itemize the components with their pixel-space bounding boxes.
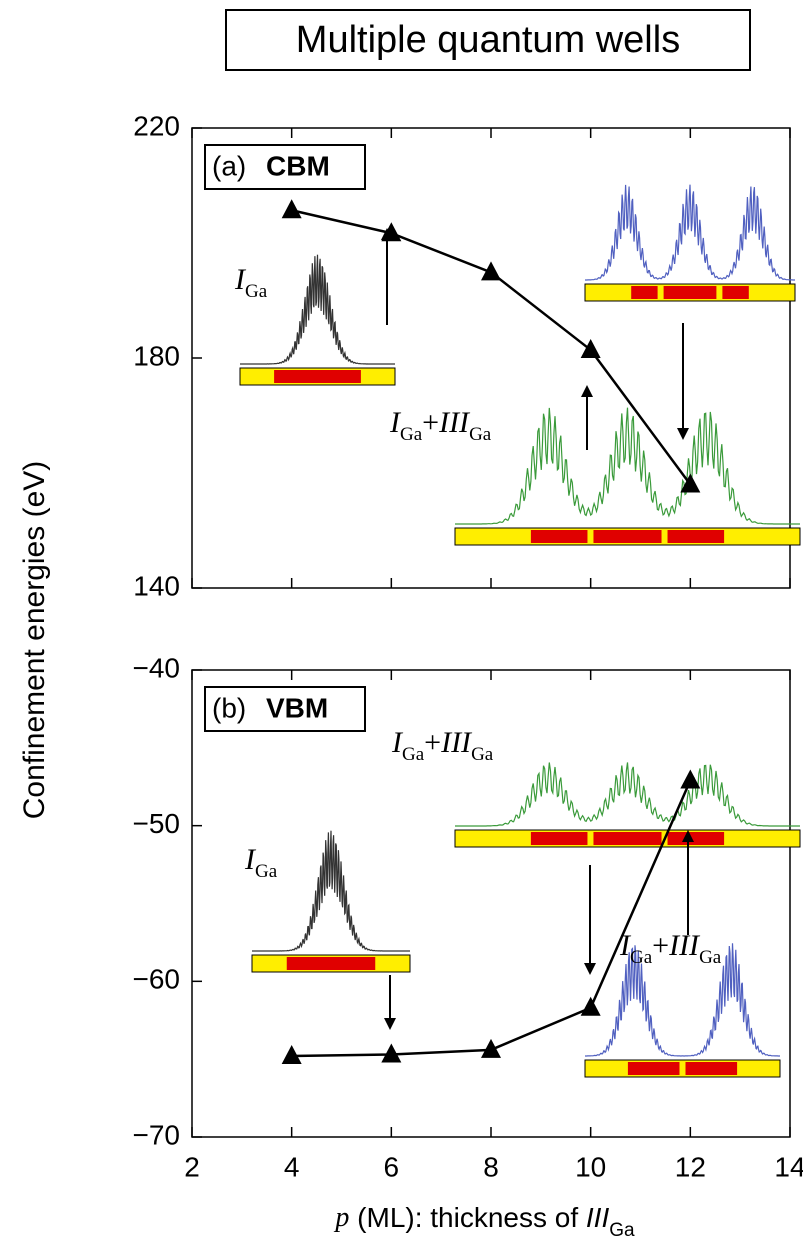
text-segment: Ga <box>245 281 268 302</box>
y-tick-label: −70 <box>133 1119 181 1150</box>
panel-label-box <box>204 686 366 732</box>
text-segment: I <box>244 843 257 876</box>
text-segment: Ga <box>609 1220 635 1241</box>
well-core <box>530 832 725 845</box>
data-point <box>580 996 601 1016</box>
text-segment: Ga <box>255 861 278 882</box>
data-point <box>481 1038 501 1058</box>
arrowhead <box>384 1018 396 1030</box>
well-core <box>530 530 725 543</box>
plot-frame <box>191 127 791 589</box>
data-point <box>680 473 701 493</box>
text-segment: + <box>652 929 669 962</box>
data-point <box>281 1045 302 1065</box>
well-stripe <box>661 530 668 543</box>
wavefunction <box>240 254 395 365</box>
x-tick-label: 2 <box>184 1151 200 1182</box>
wavefunction <box>585 184 795 281</box>
panel-label: (a) <box>212 150 246 181</box>
y-tick-label: −40 <box>133 652 181 683</box>
x-tick-label: 6 <box>384 1151 400 1182</box>
arrowhead <box>581 385 593 397</box>
text-segment: + <box>424 726 441 759</box>
text-segment: I <box>391 726 404 759</box>
panel-name: CBM <box>266 150 330 181</box>
text-segment: I <box>389 406 402 439</box>
panel-label: (b) <box>212 692 246 723</box>
text-segment: III <box>440 726 473 759</box>
data-point <box>680 769 701 789</box>
arrowhead <box>584 963 596 975</box>
wavefunction <box>585 943 780 1057</box>
well-stripe <box>657 286 664 299</box>
wavefunction <box>252 830 410 952</box>
panel-label-box <box>204 144 366 190</box>
text-segment: Ga <box>630 947 653 968</box>
wavefunction <box>455 762 800 827</box>
well-stripe <box>679 1062 686 1075</box>
annotation: IGa <box>234 263 268 302</box>
y-tick-label: −60 <box>133 964 181 995</box>
well-core <box>631 286 749 299</box>
y-tick-label: 220 <box>133 110 180 141</box>
data-point <box>481 261 501 281</box>
well-stripe <box>587 530 594 543</box>
arrowhead <box>677 428 689 440</box>
well-stripe <box>587 832 594 845</box>
chart-title: Multiple quantum wells <box>296 19 680 61</box>
text-segment: III <box>668 929 701 962</box>
data-point <box>281 199 302 219</box>
panel-name: VBM <box>266 692 328 723</box>
wavefunction <box>455 407 800 525</box>
x-axis-label: p (ML): thickness of IIIGa <box>333 1202 635 1240</box>
text-segment: III <box>438 406 471 439</box>
well-core <box>274 370 361 383</box>
annotation: IGa+IIIGa <box>389 406 492 445</box>
arrowhead <box>682 830 694 842</box>
text-segment: I <box>234 263 247 296</box>
annotation: IGa+IIIGa <box>391 726 494 765</box>
y-tick-label: −50 <box>133 808 181 839</box>
y-tick-label: 180 <box>133 340 180 371</box>
text-segment: Ga <box>469 424 492 445</box>
text-segment: Ga <box>400 424 423 445</box>
annotation: IGa <box>244 843 278 882</box>
data-point <box>580 338 601 358</box>
y-tick-label: 140 <box>133 570 180 601</box>
text-segment: (ML): thickness of <box>349 1202 586 1233</box>
data-point <box>381 1043 402 1063</box>
annotation: IGa+IIIGa <box>619 929 722 968</box>
title-box <box>225 9 751 71</box>
text-segment: III <box>586 1202 610 1233</box>
x-tick-label: 12 <box>675 1151 706 1182</box>
y-axis-label: Confinement energies (eV) <box>18 461 51 820</box>
well-stripe <box>716 286 723 299</box>
x-tick-label: 4 <box>284 1151 300 1182</box>
text-segment: Ga <box>699 947 722 968</box>
text-segment: + <box>422 406 439 439</box>
data-point <box>381 222 402 242</box>
text-segment: Ga <box>402 744 425 765</box>
x-tick-label: 14 <box>774 1151 803 1182</box>
text-segment: Ga <box>471 744 494 765</box>
text-segment: I <box>619 929 632 962</box>
x-tick-label: 8 <box>483 1151 499 1182</box>
well-core <box>286 957 376 970</box>
x-tick-label: 10 <box>575 1151 606 1182</box>
text-segment: p <box>333 1202 349 1233</box>
